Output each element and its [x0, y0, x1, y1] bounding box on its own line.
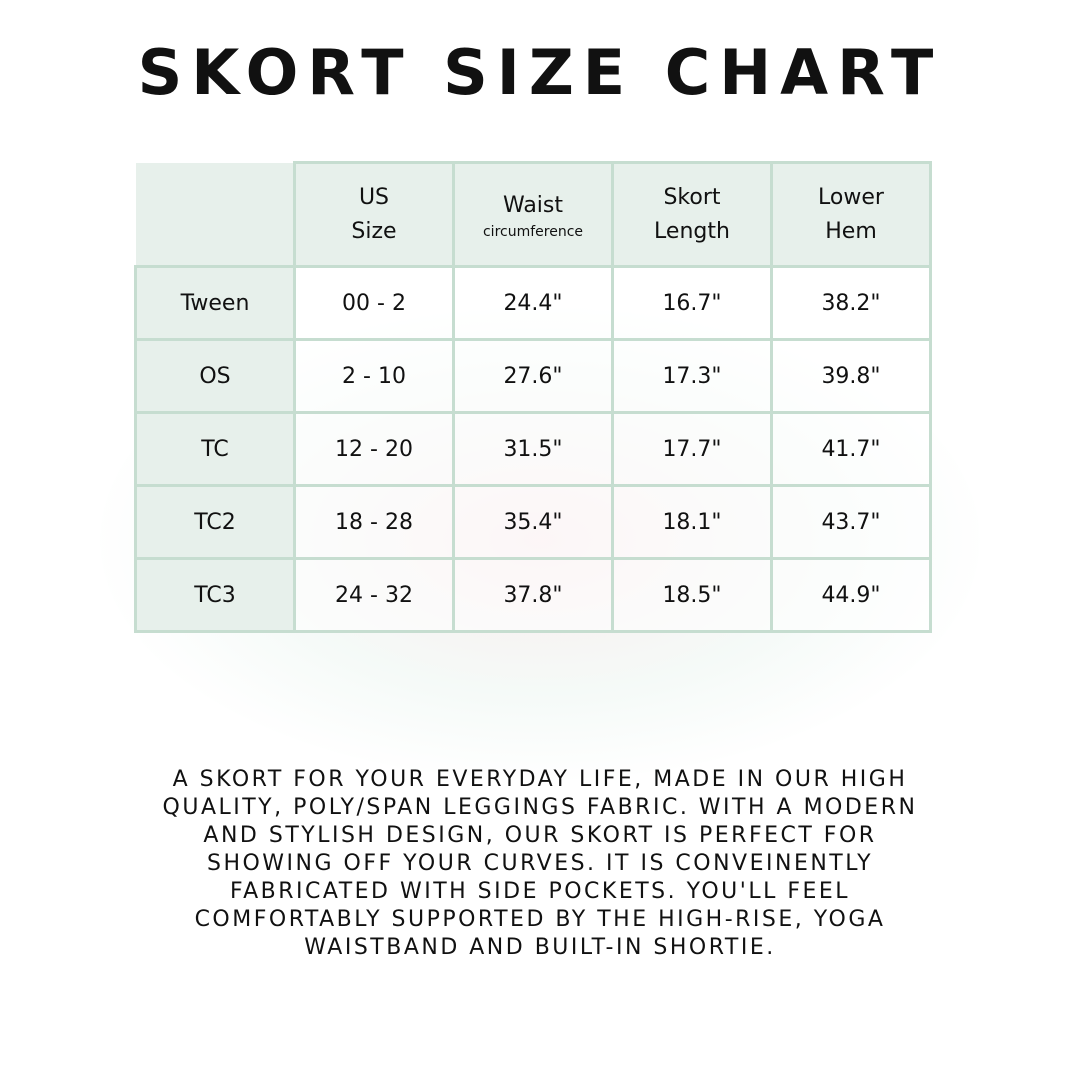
description-line: quality, poly/span leggings fabric. With… [162, 795, 918, 820]
length-cell: 17.7" [611, 411, 773, 487]
description-line: and stylish design, our skort is perfect… [203, 823, 877, 848]
hem-cell: 41.7" [770, 411, 932, 487]
header-us-size: US Size [293, 161, 455, 268]
header-waist: Waist circumference [452, 161, 614, 268]
table-row: TC 12 - 20 31.5" 17.7" 41.7" [134, 411, 932, 487]
description-line: waistband and built-in shortie. [304, 935, 776, 960]
hem-cell: 38.2" [770, 265, 932, 341]
row-label: Tween [134, 265, 296, 341]
row-label: OS [134, 338, 296, 414]
waist-cell: 24.4" [452, 265, 614, 341]
us-size-cell: 2 - 10 [293, 338, 455, 414]
header-text: Hem [825, 218, 877, 244]
length-cell: 17.3" [611, 338, 773, 414]
hem-cell: 39.8" [770, 338, 932, 414]
table-row: Tween 00 - 2 24.4" 16.7" 38.2" [134, 265, 932, 341]
header-text: Lower [818, 184, 884, 210]
length-cell: 16.7" [611, 265, 773, 341]
row-label: TC [134, 411, 296, 487]
us-size-cell: 18 - 28 [293, 484, 455, 560]
header-skort-length: Skort Length [611, 161, 773, 268]
description-line: fabricated with side pockets. You'll fee… [229, 879, 851, 904]
corner-cell [135, 162, 295, 267]
us-size-cell: 00 - 2 [293, 265, 455, 341]
row-label: TC3 [134, 557, 296, 633]
description-line: showing off your curves. It is conveinen… [206, 851, 874, 876]
header-lower-hem: Lower Hem [770, 161, 932, 268]
waist-cell: 31.5" [452, 411, 614, 487]
product-description: A skort for your everyday life, made in … [0, 766, 1080, 962]
table-row: TC3 24 - 32 37.8" 18.5" 44.9" [134, 557, 932, 633]
header-subtext: circumference [482, 223, 584, 240]
description-line: A skort for your everyday life, made in … [172, 767, 908, 792]
table-row: OS 2 - 10 27.6" 17.3" 39.8" [134, 338, 932, 414]
header-text: Size [351, 218, 397, 244]
row-label: TC2 [134, 484, 296, 560]
hem-cell: 43.7" [770, 484, 932, 560]
header-text: US [358, 184, 390, 210]
table-row: TC2 18 - 28 35.4" 18.1" 43.7" [134, 484, 932, 560]
header-text: Waist [502, 192, 564, 218]
waist-cell: 37.8" [452, 557, 614, 633]
description-line: comfortably supported by the high-rise, … [194, 907, 886, 932]
waist-cell: 35.4" [452, 484, 614, 560]
hem-cell: 44.9" [770, 557, 932, 633]
length-cell: 18.1" [611, 484, 773, 560]
us-size-cell: 24 - 32 [293, 557, 455, 633]
header-row: US Size Waist circumference Skort Length Lo… [135, 161, 932, 268]
length-cell: 18.5" [611, 557, 773, 633]
header-text: Skort [663, 184, 721, 210]
header-text: Length [654, 218, 730, 244]
page-title: SKORT SIZE CHART [137, 36, 943, 109]
size-chart-table: US Size Waist circumference Skort Length Lo… [134, 161, 932, 633]
waist-cell: 27.6" [452, 338, 614, 414]
us-size-cell: 12 - 20 [293, 411, 455, 487]
